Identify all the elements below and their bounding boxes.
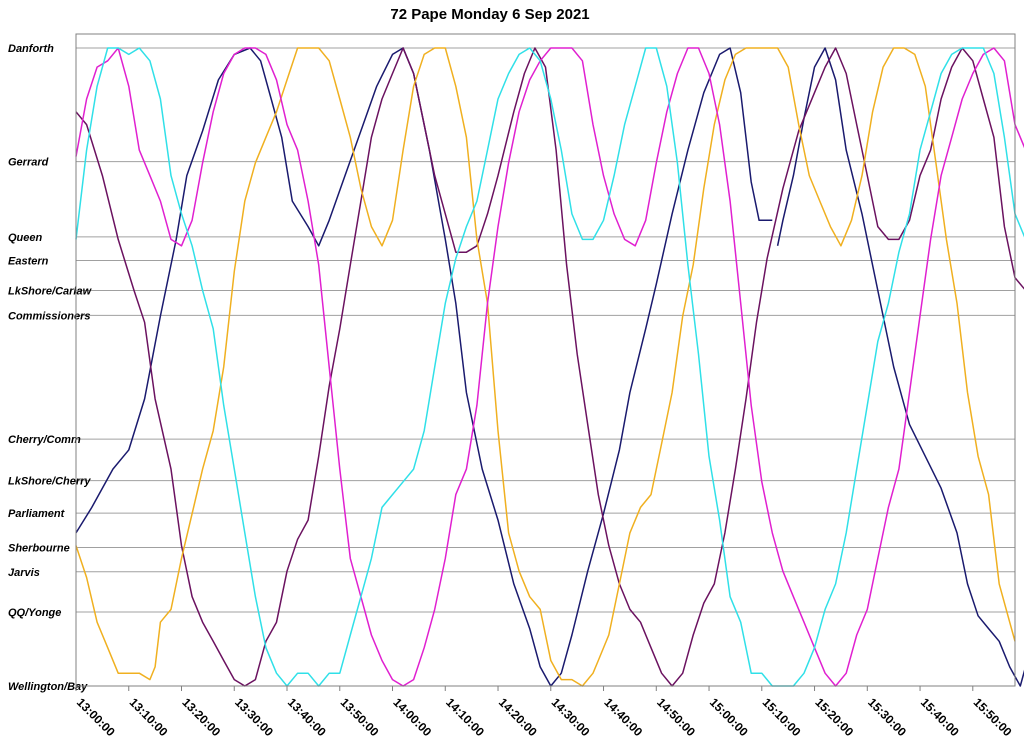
plot-area xyxy=(75,33,1016,687)
x-tick-label: 13:40:00 xyxy=(285,695,329,739)
stop-labels: Danforth Gerrard Queen Eastern LkShore/Carla… xyxy=(8,43,93,693)
vehicle-trace xyxy=(75,47,1024,687)
x-tick-label: 13:20:00 xyxy=(179,695,223,739)
x-axis-ticks: 13:00:00 13:10:00 13:20:00 13:30:00 13:40:00… xyxy=(74,686,1015,739)
stop-label: Eastern xyxy=(8,255,49,267)
x-tick-label: 14:50:00 xyxy=(654,695,698,739)
stop-label: Jarvis xyxy=(8,567,40,579)
vehicle-trace xyxy=(776,47,1024,687)
x-tick-label: 15:00:00 xyxy=(707,695,751,739)
x-tick-label: 13:10:00 xyxy=(127,695,171,739)
stop-label: LkShore/Carlaw xyxy=(8,285,93,297)
stop-label: Wellington/Bay xyxy=(8,681,88,693)
vehicle-trace xyxy=(75,47,1024,687)
x-tick-label: 14:40:00 xyxy=(601,695,645,739)
x-tick-label: 15:30:00 xyxy=(865,695,909,739)
stop-label: Cherry/Comm xyxy=(8,434,81,446)
stop-label: Commissioners xyxy=(8,310,91,322)
stop-label: Queen xyxy=(8,232,43,244)
x-tick-label: 15:50:00 xyxy=(971,695,1015,739)
stop-label: LkShore/Cherry xyxy=(8,476,91,488)
x-tick-label: 13:30:00 xyxy=(232,695,276,739)
x-tick-label: 15:10:00 xyxy=(760,695,804,739)
x-tick-label: 15:40:00 xyxy=(918,695,962,739)
vehicle-trace xyxy=(75,47,773,687)
stop-label: Sherbourne xyxy=(8,543,70,555)
x-tick-label: 13:00:00 xyxy=(74,695,118,739)
vehicle-trace xyxy=(75,47,1016,687)
x-tick-label: 14:00:00 xyxy=(390,695,434,739)
stop-label: QQ/Yonge xyxy=(8,607,61,619)
x-tick-label: 15:20:00 xyxy=(812,695,856,739)
vehicle-trace xyxy=(75,47,1024,687)
chart-title: 72 Pape Monday 6 Sep 2021 xyxy=(390,6,589,23)
stop-label: Danforth xyxy=(8,43,54,55)
x-tick-label: 14:30:00 xyxy=(549,695,593,739)
stop-label: Parliament xyxy=(8,508,66,520)
x-tick-label: 14:20:00 xyxy=(496,695,540,739)
x-tick-label: 14:10:00 xyxy=(443,695,487,739)
stop-label: Gerrard xyxy=(8,157,49,169)
x-tick-label: 13:50:00 xyxy=(338,695,382,739)
series-group xyxy=(75,47,1024,687)
